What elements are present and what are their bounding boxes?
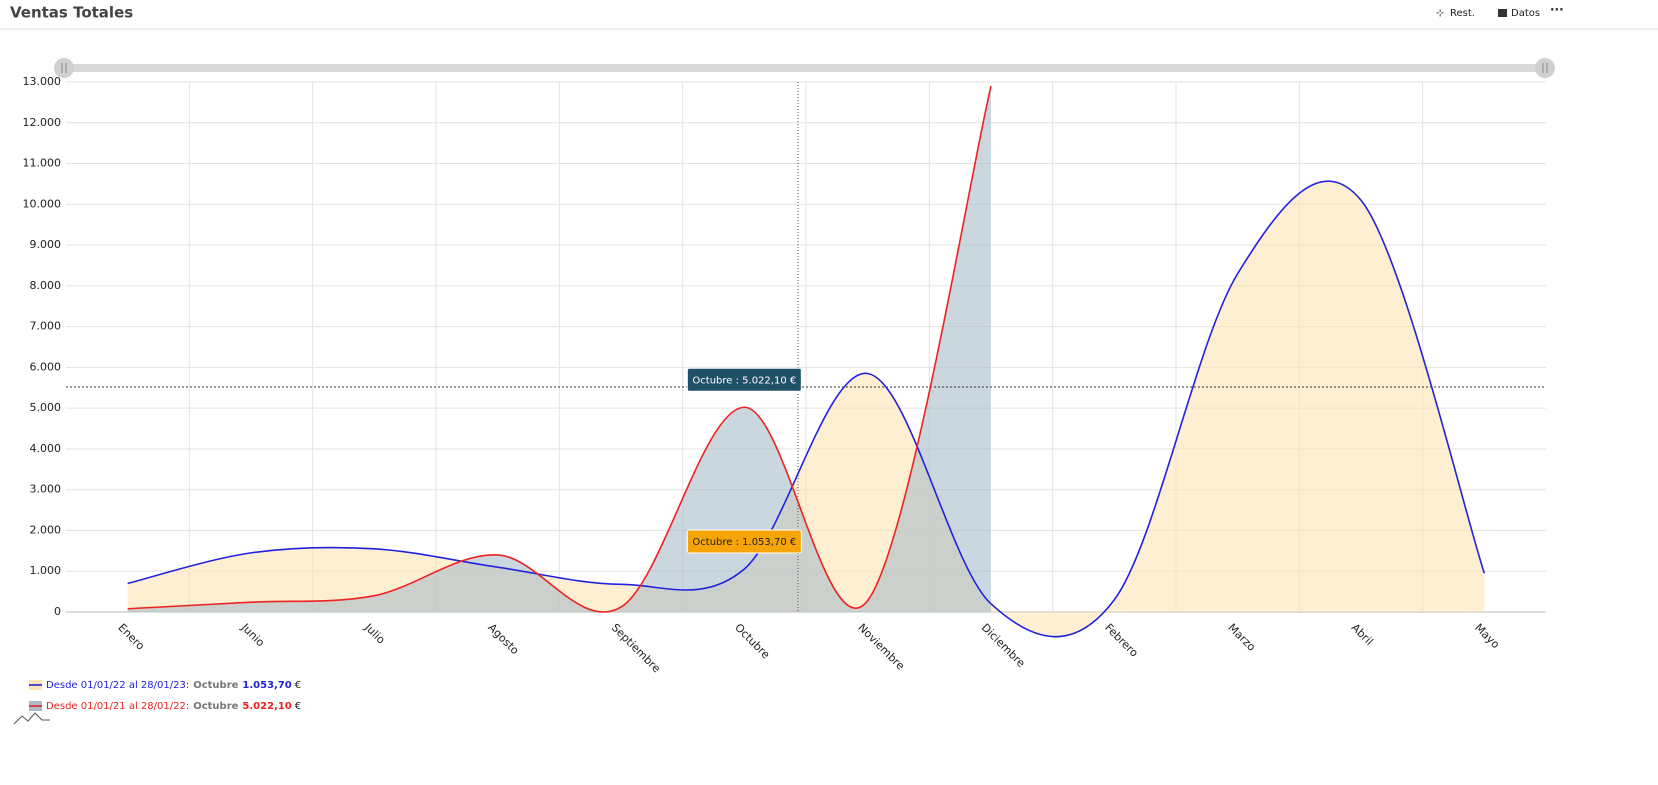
y-tick-label: 1.000: [30, 564, 62, 577]
legend-part: €: [295, 701, 301, 712]
x-tick-label: Julio: [361, 620, 387, 646]
icon: ⊹: [1436, 8, 1444, 19]
areas: [127, 86, 1485, 637]
x-tick-label: Enero: [115, 621, 147, 653]
slider-handle[interactable]: [1535, 58, 1555, 78]
line: [127, 180, 1486, 638]
logo: [13, 712, 50, 725]
tooltip: [686, 367, 802, 392]
legend-part: 5.022,10: [242, 701, 291, 712]
tooltip-label: Octubre : 1.053,70 €: [692, 537, 796, 548]
y-tick-label: 6.000: [30, 360, 62, 373]
legend-part: Octubre: [193, 680, 238, 691]
legend-part: €: [295, 680, 301, 691]
range-slider[interactable]: [54, 58, 1555, 78]
y-tick-label: 3.000: [30, 483, 62, 496]
y-tick-label: 7.000: [30, 320, 62, 333]
legend: Desde 01/01/22 al 28/01/23: Octubre 1.053,…: [29, 680, 301, 712]
x-tick-label: Octubre: [732, 621, 772, 661]
x-tick-label: Mayo: [1472, 621, 1502, 651]
y-tick-label: 8.000: [30, 279, 62, 292]
chart-title: Ventas Totales: [10, 4, 133, 22]
x-tick-label: Agosto: [485, 621, 521, 657]
tooltip: [686, 529, 802, 554]
y-tick-label: 12.000: [23, 116, 62, 129]
slider-track: [64, 64, 1545, 72]
x-tick-label: Noviembre: [855, 621, 907, 673]
x-tick-label: Junio: [238, 620, 267, 649]
lines: [127, 85, 1486, 638]
slider-handle[interactable]: [54, 58, 74, 78]
menu-button[interactable]: ···: [1550, 3, 1564, 17]
y-tick-label: 9.000: [30, 238, 62, 251]
area: [127, 86, 991, 613]
legend-entry: Desde 01/01/21 al 28/01/22: Octubre 5.022,…: [46, 701, 301, 712]
legend-part: Desde 01/01/21 al 28/01/22:: [46, 701, 189, 712]
legend-part: 1.053,70: [242, 680, 291, 691]
legend-part: Octubre: [193, 701, 238, 712]
y-tick-label: 5.000: [30, 401, 62, 414]
x-tick-label: Septiembre: [609, 621, 663, 675]
x-tick-label: Diciembre: [979, 621, 1028, 670]
legend-part: Desde 01/01/22 al 28/01/23:: [46, 680, 189, 691]
y-tick-label: 10.000: [23, 197, 62, 210]
icon: [1498, 9, 1507, 17]
x-tick-label: Abril: [1349, 621, 1376, 648]
toolbar-datos[interactable]: Datos: [1498, 8, 1540, 19]
legend-entry: Desde 01/01/22 al 28/01/23: Octubre 1.053,…: [46, 680, 301, 691]
handle-grip: [61, 63, 1548, 73]
y-tick-label: 4.000: [30, 442, 62, 455]
toolbar-rest[interactable]: ⊹ Rest.: [1436, 8, 1475, 19]
y-tick-label: 2.000: [30, 523, 62, 536]
y-tick-label: 11.000: [23, 157, 62, 170]
toolbar-button[interactable]: Rest.: [1450, 8, 1475, 19]
x-tick-label: Febrero: [1102, 621, 1141, 660]
y-tick-label: 0: [54, 605, 61, 618]
x-tick-label: Marzo: [1225, 621, 1258, 654]
line: [127, 85, 992, 613]
y-tick-label: 13.000: [23, 75, 62, 88]
toolbar-button[interactable]: Datos: [1511, 8, 1540, 19]
tooltip-label: Octubre : 5.022,10 €: [692, 375, 796, 386]
